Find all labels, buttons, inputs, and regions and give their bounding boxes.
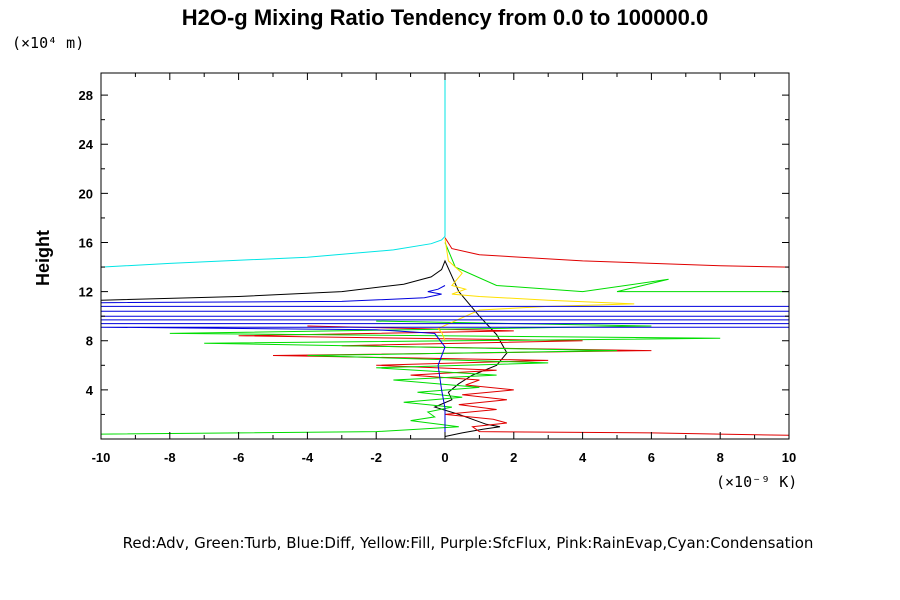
y-tick-label: 28 [79,88,93,103]
chart-title: H2O-g Mixing Ratio Tendency from 0.0 to … [182,5,709,30]
x-tick-label: -6 [233,450,245,465]
series-line-0 [100,73,446,268]
y-tick-label: 20 [79,186,93,201]
x-tick-label: 10 [782,450,796,465]
legend: Red:Adv, Green:Turb, Blue:Diff, Yellow:F… [123,534,814,552]
y-tick-label: 12 [79,285,93,300]
y-tick-label: 24 [79,137,94,152]
x-scale-label: (×10⁻⁹ K) [716,473,797,491]
x-tick-label: 2 [510,450,517,465]
x-tick-label: 0 [441,450,448,465]
x-tick-label: 8 [717,450,724,465]
x-tick-label: -8 [164,450,176,465]
series-line-5 [100,285,790,437]
y-tick-label: 4 [86,383,94,398]
y-tick-label: 8 [86,334,93,349]
x-tick-label: 6 [648,450,655,465]
y-scale-label: (×10⁴ m) [12,34,84,52]
x-tick-label: 4 [579,450,587,465]
y-tick-label: 16 [79,235,93,250]
y-axis-title: Height [33,230,53,286]
plot-area [100,73,790,437]
series-line-1 [100,259,508,437]
x-tick-label: -2 [370,450,382,465]
x-tick-label: -4 [302,450,314,465]
x-tick-label: -10 [92,450,111,465]
series-line-4 [437,238,635,341]
